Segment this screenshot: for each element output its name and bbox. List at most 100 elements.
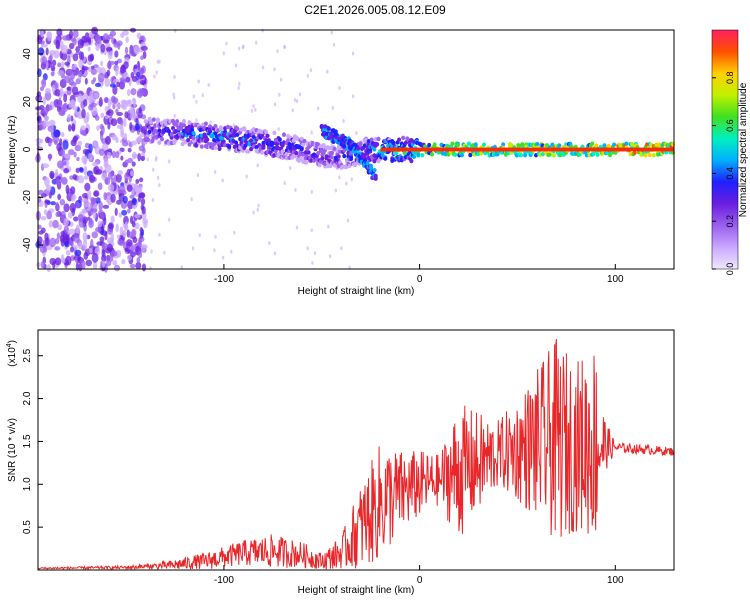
signal-cell xyxy=(199,144,204,149)
noise-cell xyxy=(38,230,44,235)
noise-cell xyxy=(60,40,64,51)
noise-cell xyxy=(93,92,99,99)
noise-cell xyxy=(131,204,138,210)
signal-cell xyxy=(309,158,314,163)
signal-cell xyxy=(401,135,406,141)
noise-cell xyxy=(82,148,90,155)
noise-cell xyxy=(139,132,145,138)
signal-cell xyxy=(205,137,210,142)
snr-frame xyxy=(37,329,675,571)
snr-panel: -100 0 100 0.5 1.0 1.5 2.0 2.5 Height of strai… xyxy=(6,329,675,596)
noise-cell xyxy=(245,174,248,179)
signal-cell xyxy=(299,145,304,151)
noise-cell xyxy=(42,107,49,116)
noise-cell xyxy=(48,153,52,162)
noise-cell xyxy=(225,41,228,46)
noise-cell xyxy=(291,108,294,113)
noise-cell xyxy=(338,85,341,90)
noise-cell xyxy=(124,159,129,165)
noise-cell xyxy=(44,91,52,101)
noise-cell xyxy=(73,216,79,222)
noise-cell xyxy=(192,94,196,99)
noise-cell xyxy=(298,92,302,97)
noise-cell xyxy=(139,192,146,199)
noise-cell xyxy=(63,217,69,227)
noise-cell xyxy=(46,31,53,42)
noise-cell xyxy=(191,246,195,251)
signal-cell xyxy=(212,141,217,147)
noise-cell xyxy=(107,33,114,40)
noise-cell xyxy=(63,168,70,174)
signal-cell xyxy=(191,130,196,136)
noise-cell xyxy=(130,140,138,146)
noise-cell xyxy=(230,249,233,254)
noise-cell xyxy=(74,201,80,209)
noise-cell xyxy=(140,55,145,60)
noise-cell xyxy=(77,241,83,250)
noise-cell xyxy=(72,174,77,181)
noise-cell xyxy=(90,208,98,213)
noise-cell xyxy=(238,82,241,87)
noise-cell xyxy=(61,254,65,264)
noise-cell xyxy=(95,44,100,51)
colorbar-tick-label: 0.0 xyxy=(725,263,735,276)
noise-cell xyxy=(136,257,141,264)
noise-cell xyxy=(120,32,125,39)
noise-cell xyxy=(115,249,122,258)
noise-cell xyxy=(40,28,44,38)
noise-cell xyxy=(126,100,133,107)
signal-cell xyxy=(383,156,388,161)
x-tick-label: 0 xyxy=(417,575,423,586)
noise-cell xyxy=(273,67,276,72)
noise-cell xyxy=(120,103,126,109)
noise-cell xyxy=(81,197,88,203)
signal-cell xyxy=(595,152,600,157)
signal-cell xyxy=(420,152,425,158)
scale-suffix: ) xyxy=(7,340,18,343)
noise-cell xyxy=(51,59,57,66)
spectrogram-x-label: Height of straight line (km) xyxy=(298,286,415,297)
noise-cell xyxy=(50,71,55,77)
noise-cell xyxy=(134,213,141,219)
noise-cell xyxy=(46,264,51,273)
noise-cell xyxy=(55,39,60,49)
noise-cell xyxy=(129,49,135,56)
signal-cell xyxy=(376,136,381,142)
x-tick-label: 100 xyxy=(607,274,624,285)
noise-cell xyxy=(75,167,80,174)
noise-cell xyxy=(103,97,109,103)
noise-cell xyxy=(63,93,68,103)
noise-cell xyxy=(49,49,56,55)
signal-cell xyxy=(155,117,160,122)
noise-cell xyxy=(96,125,100,131)
noise-cell xyxy=(59,234,65,243)
noise-cell xyxy=(134,123,141,131)
noise-cell xyxy=(254,107,257,112)
signal-cell xyxy=(372,159,377,164)
noise-cell xyxy=(49,257,57,266)
signal-cell xyxy=(429,152,434,157)
noise-cell xyxy=(81,260,86,270)
noise-cell xyxy=(120,99,128,105)
signal-cell xyxy=(643,153,648,158)
noise-cell xyxy=(130,71,135,79)
noise-cell xyxy=(42,96,46,105)
noise-cell xyxy=(173,28,177,33)
snr-y-ticks: 0.5 1.0 1.5 2.0 2.5 xyxy=(22,348,43,534)
noise-cell xyxy=(64,61,70,66)
noise-cell xyxy=(98,97,103,107)
signal-cell xyxy=(329,155,334,160)
noise-cell xyxy=(114,151,120,159)
noise-cell xyxy=(99,212,105,220)
noise-cell xyxy=(73,233,80,243)
signal-cell xyxy=(409,158,414,164)
noise-cell xyxy=(87,66,92,73)
noise-cell xyxy=(129,170,134,177)
noise-cell xyxy=(131,220,136,228)
noise-cell xyxy=(52,219,59,229)
noise-cell xyxy=(355,130,358,135)
noise-cell xyxy=(69,202,76,213)
noise-cell xyxy=(81,155,88,164)
noise-cell xyxy=(101,260,106,268)
noise-cell xyxy=(276,49,279,54)
